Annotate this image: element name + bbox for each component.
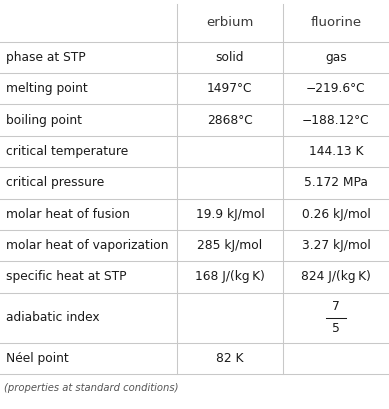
Text: 5: 5 bbox=[332, 322, 340, 335]
Text: −219.6°C: −219.6°C bbox=[306, 82, 366, 95]
Text: phase at STP: phase at STP bbox=[6, 51, 86, 64]
Text: Néel point: Néel point bbox=[6, 352, 68, 365]
Text: 19.9 kJ/mol: 19.9 kJ/mol bbox=[196, 208, 264, 221]
Text: 5.172 MPa: 5.172 MPa bbox=[304, 176, 368, 189]
Text: 7: 7 bbox=[332, 300, 340, 313]
Text: 168 J/(kg K): 168 J/(kg K) bbox=[195, 270, 265, 283]
Text: boiling point: boiling point bbox=[6, 114, 82, 127]
Text: gas: gas bbox=[325, 51, 347, 64]
Text: 82 K: 82 K bbox=[216, 352, 244, 365]
Text: 2868°C: 2868°C bbox=[207, 114, 253, 127]
Text: molar heat of vaporization: molar heat of vaporization bbox=[6, 239, 168, 252]
Text: 3.27 kJ/mol: 3.27 kJ/mol bbox=[301, 239, 370, 252]
Text: critical pressure: critical pressure bbox=[6, 176, 104, 189]
Text: molar heat of fusion: molar heat of fusion bbox=[6, 208, 130, 221]
Text: critical temperature: critical temperature bbox=[6, 145, 128, 158]
Text: 0.26 kJ/mol: 0.26 kJ/mol bbox=[301, 208, 370, 221]
Text: 144.13 K: 144.13 K bbox=[308, 145, 363, 158]
Text: −188.12°C: −188.12°C bbox=[302, 114, 370, 127]
Text: fluorine: fluorine bbox=[310, 16, 361, 29]
Text: solid: solid bbox=[216, 51, 244, 64]
Text: erbium: erbium bbox=[206, 16, 254, 29]
Text: 285 kJ/mol: 285 kJ/mol bbox=[197, 239, 263, 252]
Text: adiabatic index: adiabatic index bbox=[6, 311, 100, 324]
Text: 824 J/(kg K): 824 J/(kg K) bbox=[301, 270, 371, 283]
Text: melting point: melting point bbox=[6, 82, 88, 95]
Text: 1497°C: 1497°C bbox=[207, 82, 252, 95]
Text: (properties at standard conditions): (properties at standard conditions) bbox=[4, 383, 179, 393]
Text: specific heat at STP: specific heat at STP bbox=[6, 270, 126, 283]
